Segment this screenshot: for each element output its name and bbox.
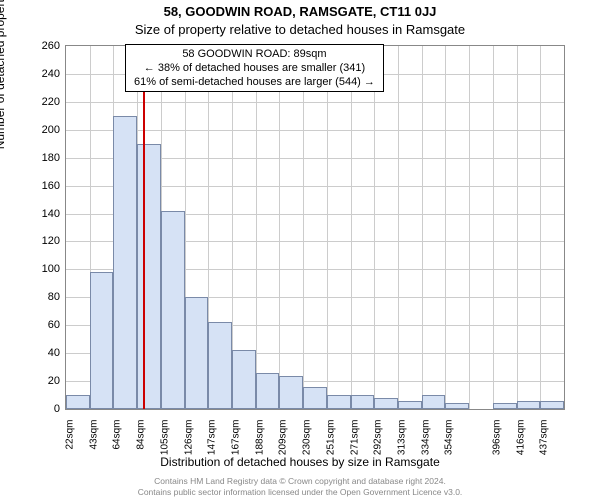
y-tick-label: 40 [30,347,60,359]
main-title: 58, GOODWIN ROAD, RAMSGATE, CT11 0JJ [0,4,600,19]
x-tick-label: 84sqm [136,420,147,460]
x-tick-label: 251sqm [325,420,336,460]
annotation-line-3: 61% of semi-detached houses are larger (… [134,75,375,89]
copyright-line-1: Contains HM Land Registry data © Crown c… [0,476,600,487]
y-axis-label: Number of detached properties [0,0,7,149]
copyright: Contains HM Land Registry data © Crown c… [0,476,600,498]
gridline-vertical [493,46,494,409]
gridline-vertical [422,46,423,409]
y-tick-label: 180 [30,152,60,164]
x-tick-label: 147sqm [207,420,218,460]
x-tick-label: 292sqm [373,420,384,460]
x-tick-label: 105sqm [159,420,170,460]
y-tick-label: 100 [30,263,60,275]
gridline-vertical [398,46,399,409]
x-tick-label: 43sqm [88,420,99,460]
x-tick-label: 188sqm [254,420,265,460]
histogram-bar [398,401,422,409]
y-tick-label: 20 [30,375,60,387]
histogram-bar [327,395,351,409]
gridline-horizontal [66,102,564,103]
x-tick-label: 396sqm [491,420,502,460]
histogram-bar [66,395,90,409]
annotation-line-2: ← 38% of detached houses are smaller (34… [134,61,375,75]
y-tick-label: 160 [30,180,60,192]
histogram-bar [351,395,375,409]
histogram-bar [161,211,185,409]
histogram-bar [185,297,209,409]
y-tick-label: 200 [30,124,60,136]
gridline-vertical [351,46,352,409]
x-tick-label: 437sqm [539,420,550,460]
histogram-bar [232,350,256,409]
gridline-vertical [279,46,280,409]
copyright-line-2: Contains public sector information licen… [0,487,600,498]
x-tick-label: 230sqm [302,420,313,460]
histogram-bar [137,144,161,409]
histogram-bar [113,116,137,409]
x-tick-label: 354sqm [444,420,455,460]
y-tick-label: 140 [30,208,60,220]
x-tick-label: 271sqm [349,420,360,460]
x-tick-label: 64sqm [112,420,123,460]
histogram-bar [279,376,303,410]
gridline-vertical [445,46,446,409]
histogram-bar [208,322,232,409]
x-tick-label: 167sqm [231,420,242,460]
y-tick-label: 60 [30,319,60,331]
y-tick-label: 220 [30,96,60,108]
y-tick-label: 0 [30,403,60,415]
histogram-bar [540,401,564,409]
gridline-horizontal [66,130,564,131]
annotation-box: 58 GOODWIN ROAD: 89sqm ← 38% of detached… [125,44,384,92]
x-tick-label: 416sqm [515,420,526,460]
x-tick-label: 22sqm [65,420,76,460]
x-tick-label: 209sqm [278,420,289,460]
gridline-vertical [517,46,518,409]
histogram-bar [256,373,280,409]
histogram-bar [493,403,517,409]
histogram-bar [422,395,446,409]
y-tick-label: 260 [30,40,60,52]
y-tick-label: 80 [30,291,60,303]
histogram-bar [90,272,114,409]
x-tick-label: 334sqm [420,420,431,460]
annotation-line-1: 58 GOODWIN ROAD: 89sqm [134,47,375,61]
x-tick-label: 313sqm [397,420,408,460]
x-tick-label: 126sqm [183,420,194,460]
gridline-vertical [256,46,257,409]
y-tick-label: 120 [30,235,60,247]
gridline-vertical [469,46,470,409]
plot-area [65,45,565,410]
gridline-vertical [374,46,375,409]
marker-line [143,46,145,409]
chart-container: 58, GOODWIN ROAD, RAMSGATE, CT11 0JJ Siz… [0,0,600,500]
histogram-bar [303,387,327,409]
gridline-vertical [327,46,328,409]
histogram-bar [374,398,398,409]
histogram-bar [445,403,469,409]
gridline-vertical [540,46,541,409]
gridline-vertical [303,46,304,409]
y-tick-label: 240 [30,68,60,80]
sub-title: Size of property relative to detached ho… [0,22,600,37]
histogram-bar [517,401,541,409]
